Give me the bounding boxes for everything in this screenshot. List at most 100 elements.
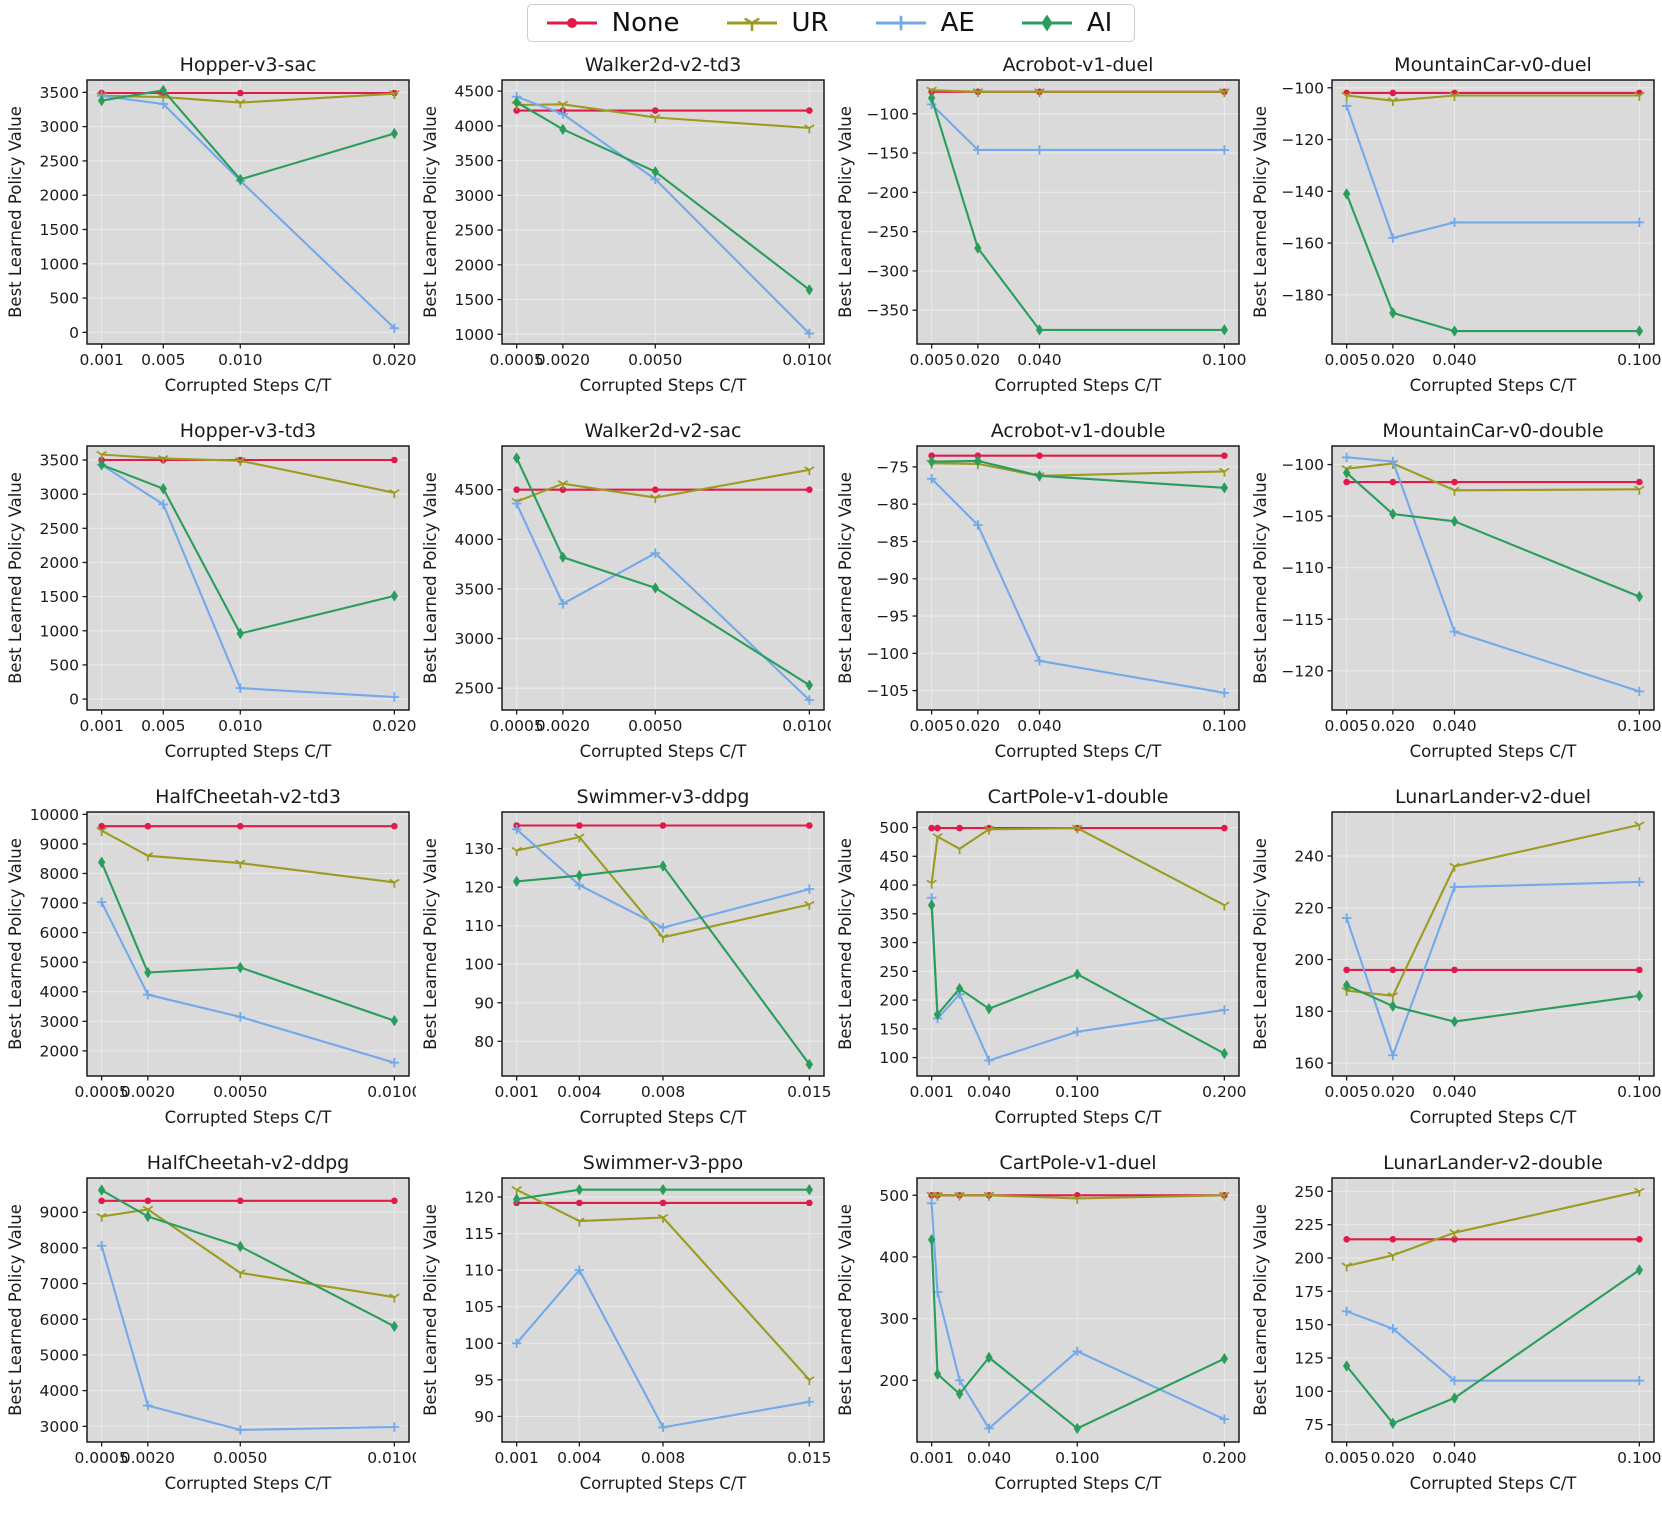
legend-label: None (611, 8, 680, 38)
svg-text:−120: −120 (1281, 131, 1324, 149)
svg-text:MountainCar-v0-double: MountainCar-v0-double (1382, 420, 1603, 442)
svg-text:10000: 10000 (30, 806, 79, 824)
svg-text:1000: 1000 (455, 326, 494, 344)
svg-text:Corrupted Steps C/T: Corrupted Steps C/T (1410, 1108, 1578, 1127)
svg-text:3000: 3000 (40, 486, 79, 504)
svg-text:0.005: 0.005 (141, 351, 185, 369)
svg-text:0: 0 (69, 691, 79, 709)
svg-text:−115: −115 (1281, 611, 1324, 629)
svg-text:0.040: 0.040 (1432, 1449, 1476, 1467)
svg-text:1000: 1000 (40, 255, 79, 273)
svg-text:400: 400 (879, 1248, 909, 1266)
svg-text:500: 500 (49, 290, 79, 308)
svg-text:0.015: 0.015 (787, 1449, 831, 1467)
svg-text:3000: 3000 (40, 1418, 79, 1436)
svg-text:2000: 2000 (40, 554, 79, 572)
svg-text:0.015: 0.015 (787, 1083, 831, 1101)
svg-text:−90: −90 (876, 570, 909, 588)
svg-text:2000: 2000 (40, 187, 79, 205)
tri_down-marker-swatch (726, 17, 777, 32)
svg-text:0.020: 0.020 (956, 351, 1000, 369)
svg-text:0.0005: 0.0005 (75, 1083, 129, 1101)
svg-text:Best Learned Policy Value: Best Learned Policy Value (836, 1204, 855, 1416)
svg-text:110: 110 (464, 917, 494, 935)
svg-text:−95: −95 (876, 608, 909, 626)
svg-text:90: 90 (474, 1408, 494, 1426)
svg-text:250: 250 (1294, 1183, 1324, 1201)
svg-text:160: 160 (1294, 1055, 1324, 1073)
svg-text:250: 250 (879, 963, 909, 981)
plot-area: 0.005 0.020 0.040 0.100 −180 −160 −140 −120 −100… (1251, 54, 1662, 395)
plot-area: 0.005 0.020 0.040 0.100 −350 −300 −250 −200 −150… (836, 54, 1247, 395)
diamond-marker-swatch (1021, 14, 1072, 32)
svg-text:0.200: 0.200 (1202, 1449, 1246, 1467)
svg-text:180: 180 (1294, 1003, 1324, 1021)
svg-text:9000: 9000 (40, 1204, 79, 1222)
svg-text:9000: 9000 (40, 835, 79, 853)
svg-text:130: 130 (464, 840, 494, 858)
svg-text:Corrupted Steps C/T: Corrupted Steps C/T (580, 376, 748, 395)
plot-area: 0.005 0.020 0.040 0.100 160 180 200 220 240 Lunar… (1251, 786, 1662, 1127)
plot-legend: None UR AE AI (0, 4, 1662, 42)
svg-text:−160: −160 (1281, 235, 1324, 253)
svg-text:115: 115 (464, 1225, 494, 1243)
svg-text:Best Learned Policy Value: Best Learned Policy Value (421, 106, 440, 318)
svg-text:1500: 1500 (40, 221, 79, 239)
svg-text:0.005: 0.005 (1324, 717, 1368, 735)
svg-text:Corrupted Steps C/T: Corrupted Steps C/T (1410, 1474, 1578, 1493)
svg-text:0.040: 0.040 (1017, 351, 1061, 369)
svg-text:175: 175 (1294, 1283, 1324, 1301)
svg-text:HalfCheetah-v2-td3: HalfCheetah-v2-td3 (155, 786, 341, 808)
svg-text:240: 240 (1294, 848, 1324, 866)
svg-text:Corrupted Steps C/T: Corrupted Steps C/T (165, 376, 333, 395)
svg-text:−350: −350 (866, 302, 909, 320)
svg-text:4000: 4000 (40, 1382, 79, 1400)
svg-text:Corrupted Steps C/T: Corrupted Steps C/T (580, 1108, 748, 1127)
svg-text:0.0005: 0.0005 (490, 351, 544, 369)
svg-text:4500: 4500 (455, 83, 494, 101)
svg-text:0.040: 0.040 (967, 1449, 1011, 1467)
svg-text:Best Learned Policy Value: Best Learned Policy Value (421, 472, 440, 684)
chart-hopper-v3-sac: 0.001 0.005 0.010 0.020 0 500 1000 1500 2000 2500… (1, 52, 417, 418)
svg-text:LunarLander-v2-duel: LunarLander-v2-duel (1395, 786, 1591, 808)
svg-text:Best Learned Policy Value: Best Learned Policy Value (6, 106, 25, 318)
svg-text:95: 95 (474, 1371, 494, 1389)
svg-text:0.0020: 0.0020 (121, 1449, 175, 1467)
svg-text:Best Learned Policy Value: Best Learned Policy Value (836, 472, 855, 684)
svg-text:105: 105 (464, 1298, 494, 1316)
svg-text:80: 80 (474, 1033, 494, 1051)
svg-text:0.100: 0.100 (1202, 717, 1246, 735)
svg-text:7000: 7000 (40, 895, 79, 913)
svg-text:−120: −120 (1281, 662, 1324, 680)
legend-box: None UR AE AI (526, 4, 1136, 42)
chart-acrobot-v1-duel: 0.005 0.020 0.040 0.100 −350 −300 −250 −200 −150… (831, 52, 1247, 418)
svg-text:Walker2d-v2-td3: Walker2d-v2-td3 (585, 54, 742, 76)
svg-text:220: 220 (1294, 899, 1324, 917)
svg-text:0.0050: 0.0050 (628, 717, 682, 735)
svg-text:0.100: 0.100 (1617, 351, 1661, 369)
svg-text:3000: 3000 (455, 630, 494, 648)
svg-text:Corrupted Steps C/T: Corrupted Steps C/T (580, 1474, 748, 1493)
svg-text:0.0020: 0.0020 (536, 717, 590, 735)
plot-area: 0.001 0.005 0.010 0.020 0 500 1000 1500 2000 2500… (6, 420, 417, 761)
svg-text:300: 300 (879, 1310, 909, 1328)
chart-mountaincar-v0-double: 0.005 0.020 0.040 0.100 −120 −115 −110 −105 −100… (1246, 418, 1662, 784)
svg-text:100: 100 (879, 1049, 909, 1067)
svg-text:−100: −100 (866, 645, 909, 663)
svg-text:450: 450 (879, 848, 909, 866)
svg-text:Corrupted Steps C/T: Corrupted Steps C/T (995, 1474, 1163, 1493)
svg-text:0.001: 0.001 (79, 351, 123, 369)
svg-text:Best Learned Policy Value: Best Learned Policy Value (421, 1204, 440, 1416)
svg-text:0.020: 0.020 (956, 717, 1000, 735)
chart-lunarlander-v2-duel: 0.005 0.020 0.040 0.100 160 180 200 220 240 Lunar… (1246, 784, 1662, 1150)
svg-text:Corrupted Steps C/T: Corrupted Steps C/T (165, 1474, 333, 1493)
svg-text:75: 75 (1304, 1416, 1324, 1434)
svg-text:1500: 1500 (455, 291, 494, 309)
svg-text:0.040: 0.040 (1432, 351, 1476, 369)
chart-grid: 0.001 0.005 0.010 0.020 0 500 1000 1500 2000 2500… (1, 52, 1662, 1516)
svg-text:8000: 8000 (40, 1239, 79, 1257)
svg-text:3000: 3000 (40, 1013, 79, 1031)
